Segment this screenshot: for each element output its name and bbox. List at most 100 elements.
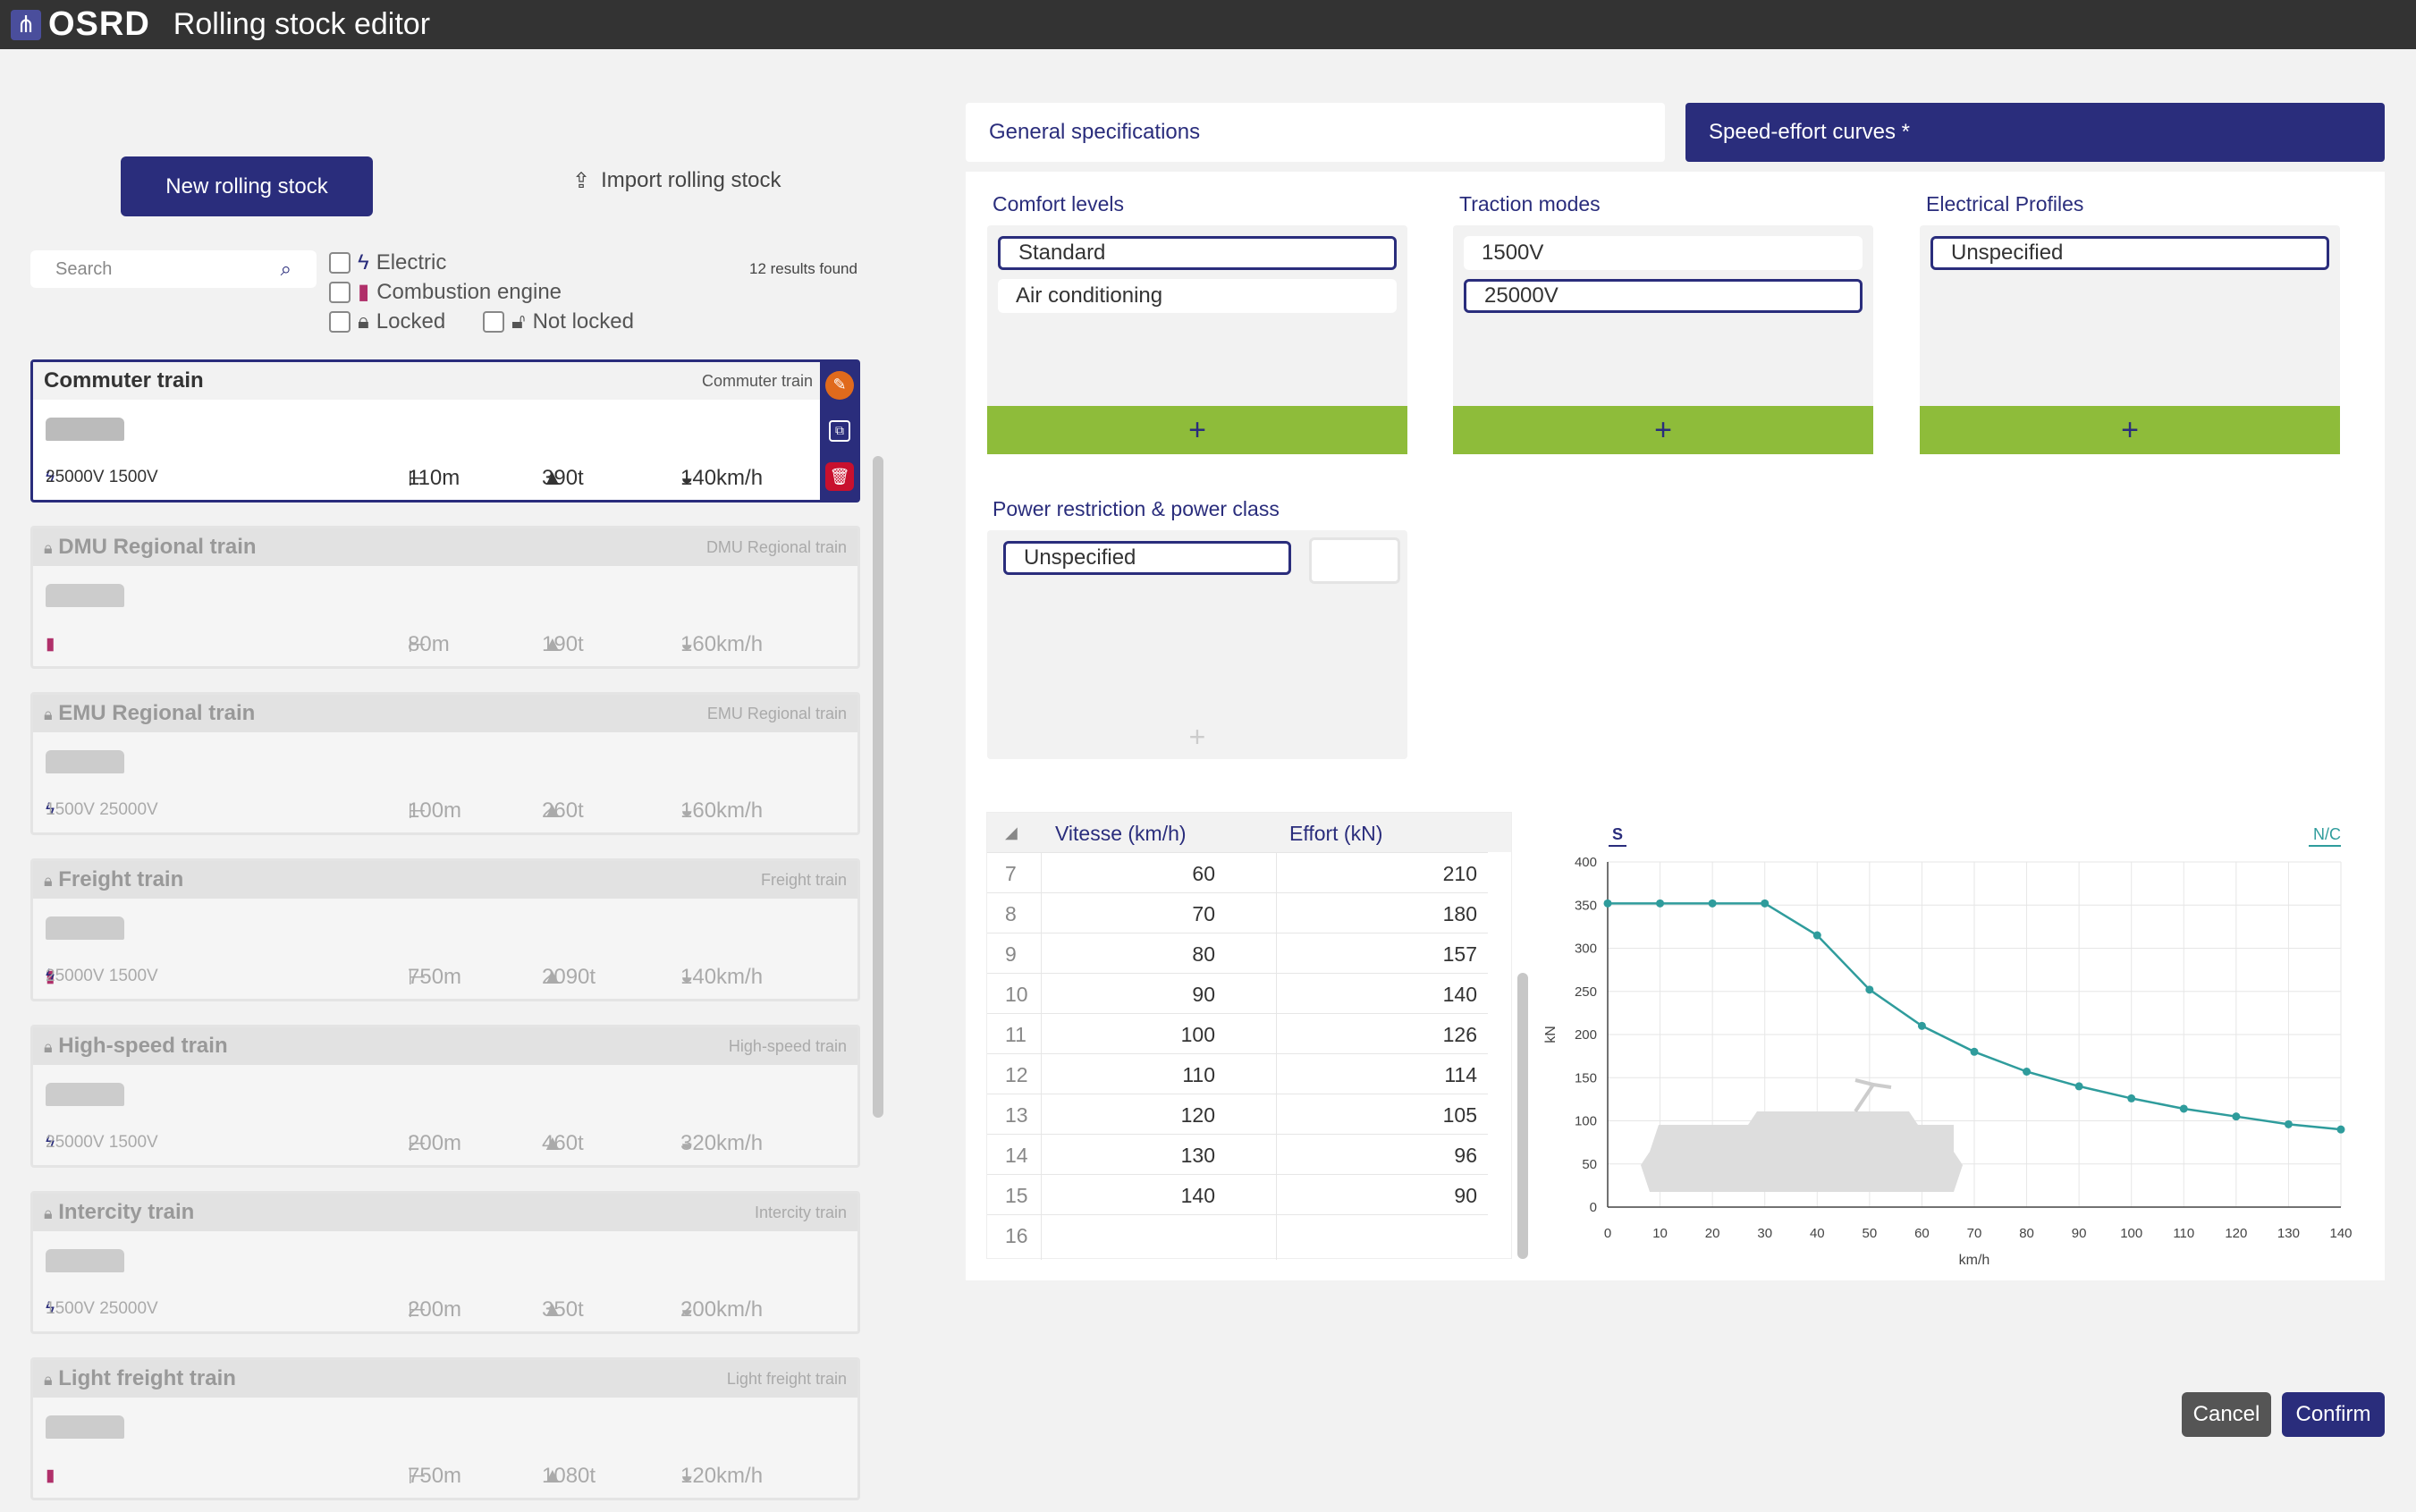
weight-icon: ▲ bbox=[542, 1131, 563, 1155]
rolling-stock-card[interactable]: Commuter train Commuter train ϟ 25000V 150… bbox=[30, 359, 860, 503]
speedometer-icon: ◒ bbox=[680, 466, 694, 490]
length-value: 200m bbox=[408, 1297, 462, 1322]
table-row[interactable]: 7 60 210 bbox=[987, 852, 1488, 892]
effort-cell[interactable]: 105 bbox=[1442, 1103, 1477, 1127]
rolling-stock-card[interactable]: 🔒︎ EMU Regional train EMU Regional train ϟ… bbox=[30, 692, 860, 835]
confirm-button[interactable]: Confirm bbox=[2282, 1392, 2385, 1437]
locked-checkbox[interactable] bbox=[329, 311, 351, 333]
length-value: 200m bbox=[408, 1131, 462, 1155]
weight-icon: ▲ bbox=[542, 1464, 563, 1488]
delete-icon[interactable]: 🗑︎ bbox=[825, 462, 854, 492]
speed-cell[interactable]: 110 bbox=[1182, 1063, 1215, 1086]
comfort-option[interactable]: Air conditioning bbox=[998, 279, 1397, 313]
power-restriction-option[interactable]: Unspecified bbox=[1003, 541, 1291, 575]
legend-label: N/C bbox=[2313, 825, 2341, 843]
effort-cell[interactable]: 157 bbox=[1442, 942, 1477, 966]
rolling-stock-name: Intercity train bbox=[58, 1200, 195, 1224]
edit-icon[interactable]: ✎ bbox=[825, 370, 854, 400]
traction-option[interactable]: 1500V bbox=[1464, 236, 1863, 270]
add-comfort-button[interactable]: + bbox=[987, 406, 1407, 454]
traction-option[interactable]: 25000V bbox=[1464, 279, 1863, 313]
effort-cell[interactable]: 140 bbox=[1442, 983, 1477, 1006]
table-row[interactable]: 13 120 105 bbox=[987, 1094, 1488, 1134]
table-row[interactable]: 8 70 180 bbox=[987, 892, 1488, 933]
mass-value: 2090t bbox=[542, 965, 596, 989]
traction-modes-text: 1500V 25000V bbox=[46, 800, 158, 819]
effort-column-header: Effort (kN) bbox=[1289, 822, 1383, 845]
effort-cell[interactable]: 126 bbox=[1442, 1023, 1477, 1046]
effort-cell[interactable]: 180 bbox=[1442, 902, 1477, 925]
speed-cell[interactable]: 130 bbox=[1180, 1144, 1215, 1167]
table-row[interactable]: 12 110 114 bbox=[987, 1053, 1488, 1094]
table-row[interactable]: 9 80 157 bbox=[987, 933, 1488, 973]
speedometer-icon: ◒ bbox=[680, 1131, 694, 1155]
data-point bbox=[1812, 931, 1821, 940]
electric-checkbox[interactable] bbox=[329, 252, 351, 274]
rolling-stock-card[interactable]: 🔒︎ High-speed train High-speed train ϟ 250… bbox=[30, 1025, 860, 1168]
data-point bbox=[2284, 1119, 2293, 1128]
combustion-checkbox[interactable] bbox=[329, 281, 351, 303]
length-value: 110m bbox=[408, 466, 460, 490]
tab-general-specifications[interactable]: General specifications bbox=[966, 103, 1665, 162]
cancel-button[interactable]: Cancel bbox=[2182, 1392, 2271, 1437]
filter-locked[interactable]: 🔒︎ Locked bbox=[329, 309, 445, 334]
effort-cell[interactable]: 210 bbox=[1442, 862, 1477, 885]
speed-value: 200km/h bbox=[680, 1297, 764, 1322]
list-scrollbar[interactable] bbox=[873, 456, 883, 1118]
add-power-restriction-button[interactable]: + bbox=[1188, 721, 1206, 753]
speed-cell[interactable]: 120 bbox=[1180, 1103, 1215, 1127]
speed-cell[interactable]: 100 bbox=[1180, 1023, 1215, 1046]
mass-value: 460t bbox=[542, 1131, 584, 1155]
table-scrollbar[interactable] bbox=[1517, 973, 1528, 1259]
add-electrical-profile-button[interactable]: + bbox=[1920, 406, 2340, 454]
filter-electric[interactable]: ϟ Electric bbox=[329, 250, 446, 275]
x-tick-label: 100 bbox=[2120, 1226, 2142, 1241]
import-rolling-stock-button[interactable]: ⇪ Import rolling stock bbox=[572, 166, 781, 195]
search-input[interactable]: Search ⌕ bbox=[30, 250, 317, 288]
speed-cell[interactable]: 70 bbox=[1192, 902, 1215, 925]
electrical-profile-option[interactable]: Unspecified bbox=[1930, 236, 2329, 270]
table-row[interactable]: 14 130 96 bbox=[987, 1134, 1488, 1174]
filter-combustion[interactable]: ▮ Combustion engine bbox=[329, 279, 562, 305]
duplicate-icon[interactable]: ⧉ bbox=[829, 419, 850, 442]
speed-value: 160km/h bbox=[680, 632, 764, 656]
search-placeholder: Search bbox=[55, 258, 113, 279]
rolling-stock-card[interactable]: 🔒︎ Intercity train Intercity train ϟ 1500V… bbox=[30, 1191, 860, 1334]
filter-not-locked[interactable]: 🔓︎ Not locked bbox=[483, 309, 634, 334]
row-number: 7 bbox=[1005, 862, 1017, 885]
table-row[interactable]: 11 100 126 bbox=[987, 1013, 1488, 1053]
y-tick-label: 100 bbox=[1575, 1114, 1597, 1129]
not-locked-checkbox[interactable] bbox=[483, 311, 504, 333]
effort-cell[interactable]: 96 bbox=[1454, 1144, 1477, 1167]
add-traction-button[interactable]: + bbox=[1453, 406, 1873, 454]
tab-speed-effort-curves[interactable]: Speed-effort curves * bbox=[1685, 103, 2385, 162]
weight-icon: ▲ bbox=[542, 466, 563, 490]
speed-cell[interactable]: 60 bbox=[1192, 862, 1215, 885]
rolling-stock-card[interactable]: 🔒︎ Freight train Freight train ▮ ϟ 25000V … bbox=[30, 858, 860, 1001]
speedometer-icon: ◒ bbox=[680, 632, 694, 656]
power-class-input[interactable] bbox=[1309, 537, 1400, 584]
rolling-stock-card[interactable]: 🔒︎ DMU Regional train DMU Regional train ▮… bbox=[30, 526, 860, 669]
lock-icon: 🔒︎ bbox=[44, 1371, 53, 1389]
table-row[interactable]: 15 140 90 bbox=[987, 1174, 1488, 1214]
x-tick-label: 80 bbox=[2019, 1226, 2034, 1241]
effort-cell[interactable]: 114 bbox=[1444, 1063, 1477, 1086]
data-point bbox=[1603, 899, 1612, 908]
lock-icon: 🔒︎ bbox=[44, 872, 53, 890]
speed-cell[interactable]: 80 bbox=[1192, 942, 1215, 966]
x-tick-label: 0 bbox=[1604, 1226, 1611, 1241]
card-title: 🔒︎ Light freight train bbox=[44, 1366, 236, 1391]
table-row[interactable]: 16 bbox=[987, 1214, 1488, 1254]
x-tick-label: 30 bbox=[1757, 1226, 1772, 1241]
data-point bbox=[2127, 1094, 2136, 1102]
table-row[interactable]: 10 90 140 bbox=[987, 973, 1488, 1013]
effort-cell[interactable]: 90 bbox=[1454, 1184, 1477, 1207]
speed-cell[interactable]: 140 bbox=[1180, 1184, 1215, 1207]
comfort-option[interactable]: Standard bbox=[998, 236, 1397, 270]
rolling-stock-card[interactable]: 🔒︎ Light freight train Light freight trai… bbox=[30, 1357, 860, 1500]
new-rolling-stock-button[interactable]: New rolling stock bbox=[121, 156, 373, 216]
traction-modes-text: 25000V 1500V bbox=[46, 1133, 158, 1152]
filter-not-locked-label: Not locked bbox=[532, 309, 634, 334]
filter-combustion-label: Combustion engine bbox=[376, 279, 562, 304]
speed-cell[interactable]: 90 bbox=[1192, 983, 1215, 1006]
